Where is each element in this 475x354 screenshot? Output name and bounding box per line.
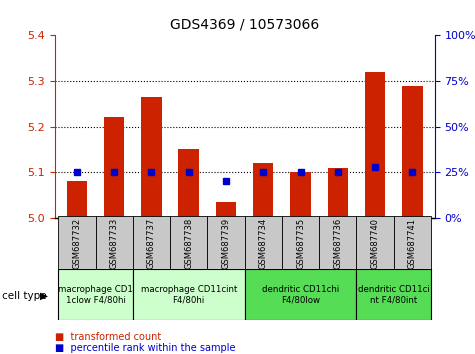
Text: cell type: cell type [2,291,47,301]
Text: ▶: ▶ [40,291,48,301]
Bar [104,118,124,218]
Text: ■  percentile rank within the sample: ■ percentile rank within the sample [55,343,235,353]
Text: GSM687739: GSM687739 [221,218,230,269]
Bar [208,216,245,271]
Bar [365,72,385,218]
Text: GSM687741: GSM687741 [408,218,417,269]
Bar [394,216,431,271]
Bar [253,163,274,218]
Bar [356,216,394,271]
Title: GDS4369 / 10573066: GDS4369 / 10573066 [170,17,319,32]
Text: GSM687736: GSM687736 [333,218,342,269]
Text: GSM687733: GSM687733 [110,218,119,269]
Text: ■  transformed count: ■ transformed count [55,332,161,342]
Text: GSM687737: GSM687737 [147,218,156,269]
Text: GSM687740: GSM687740 [370,218,380,269]
Bar [58,269,133,320]
Text: dendritic CD11chi
F4/80low: dendritic CD11chi F4/80low [262,285,339,304]
Text: GSM687738: GSM687738 [184,218,193,269]
Bar [58,216,95,271]
Bar [216,202,236,218]
Bar [95,216,133,271]
Bar [282,216,319,271]
Bar [402,86,423,218]
Bar [245,269,356,320]
Bar [141,97,162,218]
Text: GSM687732: GSM687732 [73,218,82,269]
Bar [170,216,208,271]
Bar [179,149,199,218]
Text: dendritic CD11ci
nt F4/80int: dendritic CD11ci nt F4/80int [358,285,429,304]
Text: macrophage CD11cint
F4/80hi: macrophage CD11cint F4/80hi [141,285,237,304]
Text: macrophage CD1
1clow F4/80hi: macrophage CD1 1clow F4/80hi [58,285,133,304]
Bar [328,167,348,218]
Text: GSM687735: GSM687735 [296,218,305,269]
Bar [66,181,87,218]
Bar [133,216,170,271]
Bar [133,269,245,320]
Bar [245,216,282,271]
Bar [356,269,431,320]
Text: GSM687734: GSM687734 [259,218,268,269]
Bar [290,172,311,218]
Bar [319,216,356,271]
